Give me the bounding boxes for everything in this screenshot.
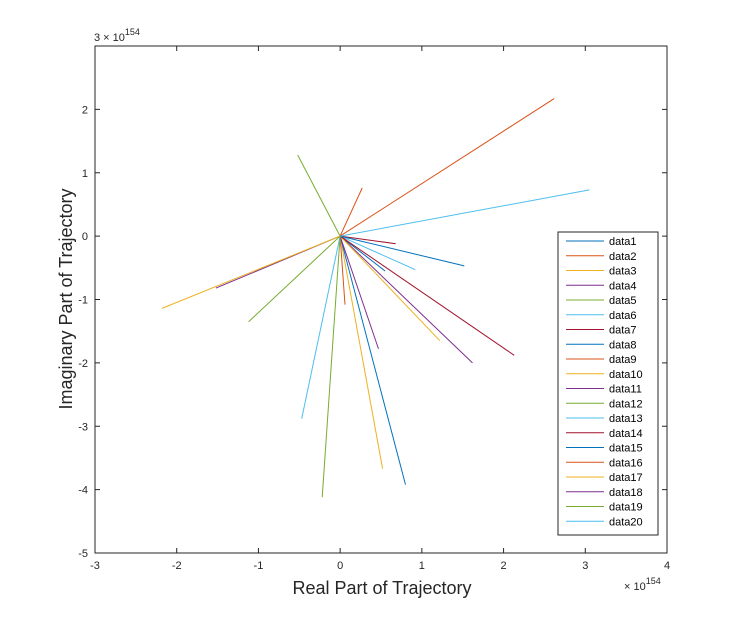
series-line-data2 (339, 236, 346, 305)
axes-layer: -3 -2 -1 0 1 2 3 4 -5 -4 -3 -2 -1 0 1 2 (78, 45, 670, 572)
series-line-data12 (248, 235, 341, 323)
x-axis-exponent: × 10154 (624, 576, 661, 593)
y-tick-label: 0 (82, 231, 88, 243)
legend-label-data1: data1 (609, 236, 637, 248)
x-tick-label: 2 (501, 560, 507, 572)
series-line-data19 (321, 236, 341, 498)
x-tick-label: 0 (337, 560, 343, 572)
legend-label-data7: data7 (609, 325, 637, 337)
y-tick-label: -2 (78, 358, 88, 370)
x-tick-label: 3 (582, 560, 588, 572)
series-line-data7 (340, 235, 396, 245)
legend-label-data13: data13 (609, 413, 643, 425)
legend-label-data17: data17 (609, 472, 643, 484)
x-tick-label: 4 (664, 560, 670, 572)
legend-label-data3: data3 (609, 266, 637, 278)
series-line-data17 (161, 235, 341, 309)
y-tick-label: -3 (78, 421, 88, 433)
y-tick-label: 1 (82, 168, 88, 180)
x-tick-label: 1 (419, 560, 425, 572)
legend-label-data5: data5 (609, 295, 637, 307)
y-tick-label: 2 (82, 104, 88, 116)
series-line-data10 (339, 235, 441, 342)
legend-label-data15: data15 (609, 443, 643, 455)
legend-label-data10: data10 (609, 369, 643, 381)
y-tick-label: -5 (78, 548, 88, 560)
series-line-data4 (339, 235, 473, 364)
legend-label-data18: data18 (609, 487, 643, 499)
legend-box (557, 231, 659, 536)
x-tick-label: -1 (254, 560, 264, 572)
legend-label-data2: data2 (609, 251, 637, 263)
y-tick-label: -1 (78, 295, 88, 307)
legend-label-data6: data6 (609, 310, 637, 322)
series-line-data6 (339, 235, 416, 271)
x-tick-label: -2 (172, 560, 182, 572)
series-line-data9 (339, 98, 555, 237)
legend-label-data20: data20 (609, 516, 643, 528)
series-layer (161, 98, 590, 498)
series-line-data1 (339, 235, 386, 272)
legend-label-data4: data4 (609, 280, 637, 292)
series-line-data13 (301, 235, 341, 419)
y-axis-exponent: 3 × 10154 (94, 27, 140, 44)
legend-label-data11: data11 (609, 384, 642, 396)
legend-label-data12: data12 (609, 398, 643, 410)
legend-label-data9: data9 (609, 354, 637, 366)
series-line-data16 (339, 187, 363, 237)
series-line-data15 (339, 235, 465, 267)
legend-label-data16: data16 (609, 457, 643, 469)
legend-label-data8: data8 (609, 339, 637, 351)
x-axis-label: Real Part of Trajectory (292, 578, 471, 598)
legend: data1 data2 data3 data4 data5 data6 data7 data8… (557, 231, 659, 536)
series-line-data18 (339, 235, 379, 350)
y-tick-label: -4 (78, 485, 88, 497)
series-line-data14 (339, 235, 515, 356)
legend-label-data19: data19 (609, 502, 643, 514)
series-line-data20 (340, 189, 590, 237)
y-axis-label: Imaginary Part of Trajectory (56, 188, 76, 409)
x-tick-label: -3 (90, 560, 100, 572)
series-line-data3 (339, 236, 384, 469)
series-line-data5 (297, 154, 341, 237)
legend-label-data14: data14 (609, 428, 643, 440)
series-line-data8 (339, 235, 406, 485)
